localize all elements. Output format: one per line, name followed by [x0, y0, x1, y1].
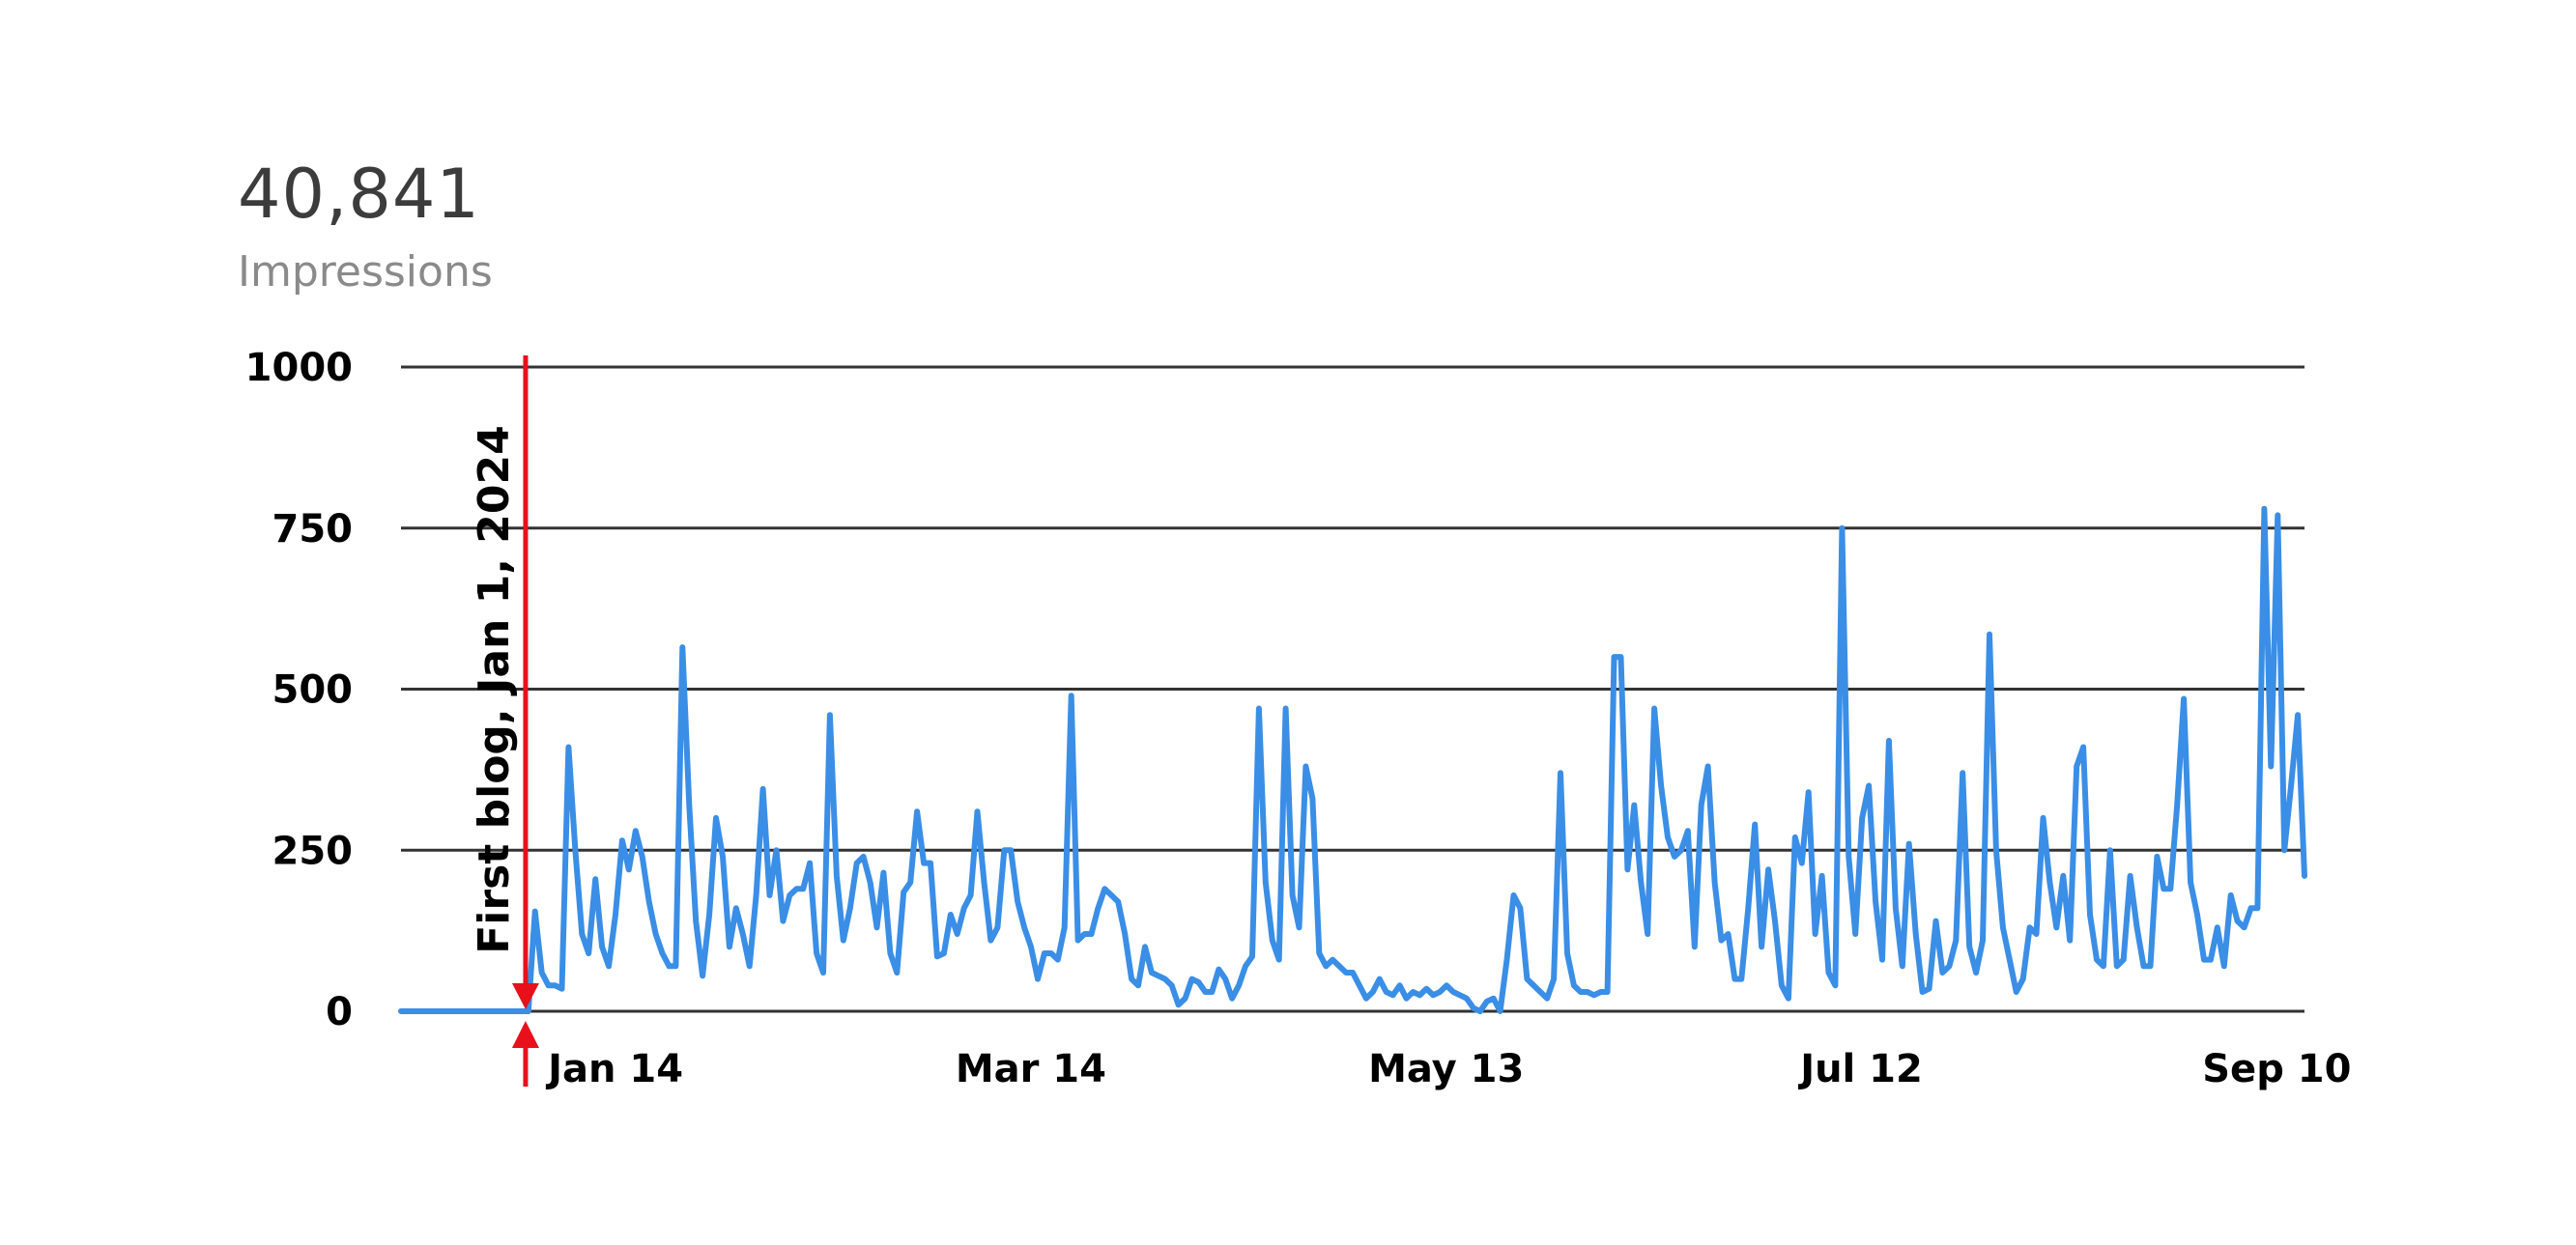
impressions-total-value: 40,841	[238, 155, 480, 234]
x-tick-label: Jan 14	[545, 1047, 683, 1091]
x-axis-ticks: Jan 14 Mar 14 May 13 Jul 12 Sep 10	[545, 1047, 2351, 1091]
annotation-arrow-head	[511, 983, 539, 1009]
annotation-label: First blog, Jan 1, 2024	[470, 425, 519, 954]
y-axis-ticks: 0 250 500 750 1000	[245, 346, 353, 1034]
x-tick-label: Mar 14	[956, 1047, 1106, 1091]
y-tick-label: 750	[272, 507, 354, 552]
annotation-lower-arrow-head	[511, 1021, 539, 1048]
first-blog-annotation: First blog, Jan 1, 2024	[470, 355, 539, 1087]
y-tick-label: 250	[272, 829, 354, 873]
y-tick-label: 1000	[245, 346, 353, 390]
x-tick-label: Sep 10	[2202, 1047, 2351, 1091]
y-tick-label: 500	[272, 668, 354, 713]
x-tick-label: Jul 12	[1797, 1047, 1923, 1091]
x-tick-label: May 13	[1368, 1047, 1524, 1091]
impressions-label: Impressions	[238, 247, 493, 297]
impressions-series-line	[398, 505, 2307, 1014]
y-tick-label: 0	[326, 990, 353, 1034]
